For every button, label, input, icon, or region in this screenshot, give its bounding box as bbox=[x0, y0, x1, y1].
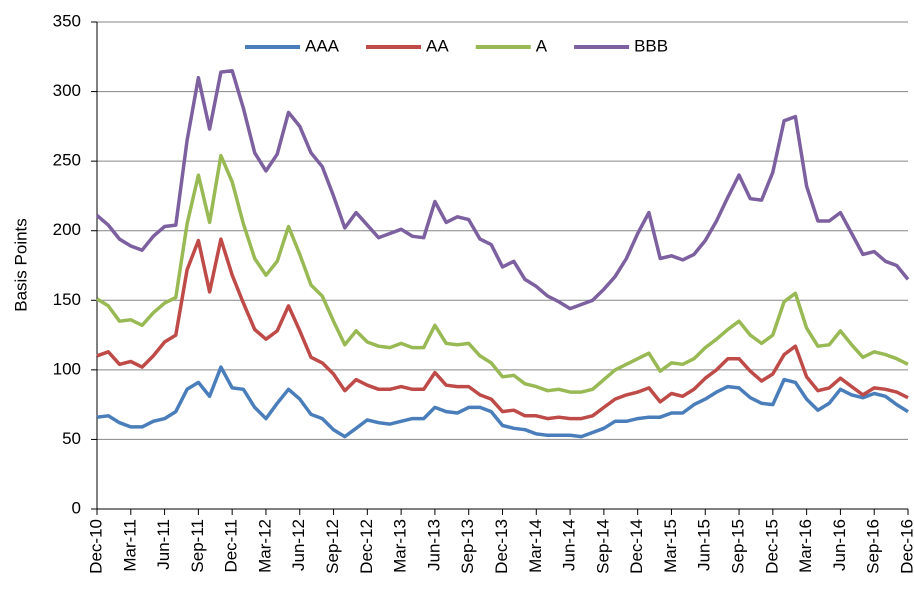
series-line bbox=[96, 153, 909, 394]
legend-label: AAA bbox=[305, 36, 340, 55]
legend-label: AA bbox=[426, 36, 449, 55]
x-tick-label: Dec-13 bbox=[492, 519, 511, 574]
x-tick-label: Sep-16 bbox=[864, 519, 883, 574]
x-tick-label: Sep-13 bbox=[458, 519, 477, 574]
x-tick-label: Dec-15 bbox=[762, 519, 781, 574]
x-tick-label: Dec-11 bbox=[222, 519, 241, 573]
x-tick-label: Dec-16 bbox=[897, 519, 914, 574]
x-tick-label: Dec-14 bbox=[627, 519, 646, 574]
x-tick-label: Sep-11 bbox=[188, 519, 207, 573]
x-tick-label: Mar-15 bbox=[661, 519, 680, 573]
x-tick-label: Jun-14 bbox=[560, 519, 579, 571]
x-tick-label: Sep-14 bbox=[593, 519, 612, 574]
x-tick-label: Dec-12 bbox=[357, 519, 376, 574]
series-line bbox=[95, 68, 910, 311]
x-tick-label: Jun-11 bbox=[154, 519, 173, 570]
x-tick-label: Jun-13 bbox=[424, 519, 443, 571]
y-tick-label: 350 bbox=[53, 11, 81, 30]
x-tick-label: Jun-15 bbox=[695, 519, 714, 571]
x-tick-label: Mar-16 bbox=[796, 519, 815, 573]
series-line bbox=[96, 237, 909, 421]
x-tick-label: Mar-13 bbox=[391, 519, 410, 573]
x-tick-label: Dec-10 bbox=[86, 519, 105, 574]
y-tick-label: 250 bbox=[53, 151, 81, 170]
y-tick-label: 50 bbox=[62, 429, 81, 448]
x-tick-label: Mar-11 bbox=[120, 519, 139, 572]
x-tick-label: Jun-16 bbox=[830, 519, 849, 571]
x-tick-label: Sep-15 bbox=[729, 519, 748, 574]
y-tick-label: 0 bbox=[72, 498, 81, 517]
y-tick-label: 150 bbox=[53, 290, 81, 309]
x-tick-label: Mar-12 bbox=[255, 519, 274, 573]
y-tick-label: 200 bbox=[53, 220, 81, 239]
x-tick-label: Sep-12 bbox=[323, 519, 342, 574]
y-tick-label: 300 bbox=[53, 81, 81, 100]
y-axis-title: Basis Points bbox=[11, 218, 30, 312]
series-line bbox=[96, 365, 909, 439]
x-tick-label: Mar-14 bbox=[526, 519, 545, 573]
legend-label: BBB bbox=[634, 36, 668, 55]
y-tick-label: 100 bbox=[53, 359, 81, 378]
x-tick-label: Jun-12 bbox=[289, 519, 308, 571]
legend-label: A bbox=[536, 36, 548, 55]
